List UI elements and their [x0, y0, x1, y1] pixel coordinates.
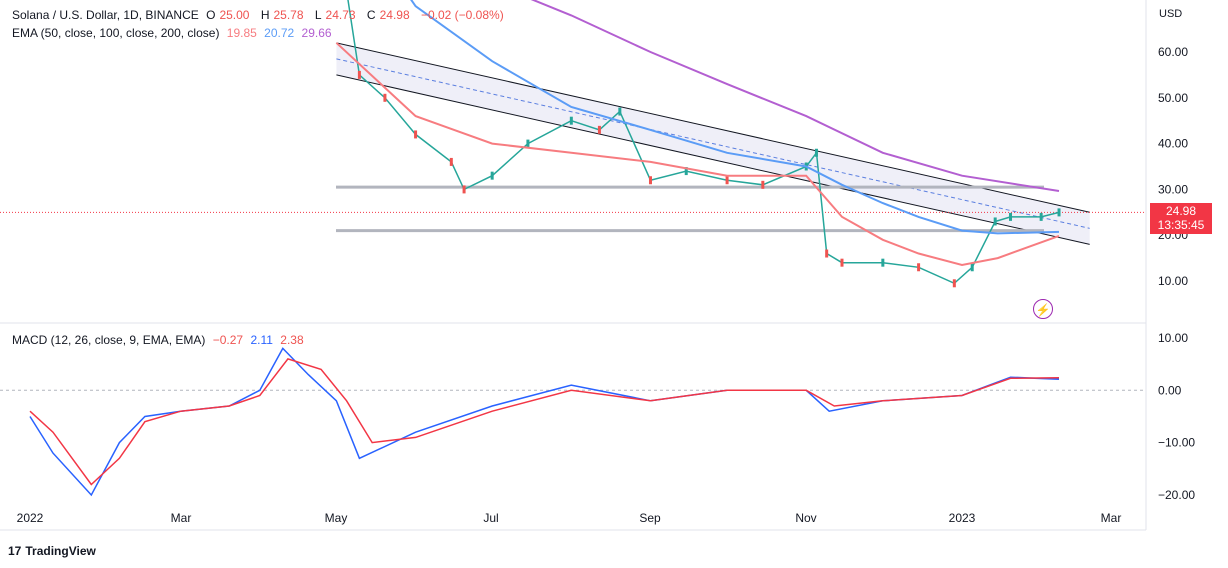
candle — [814, 148, 818, 157]
candle — [825, 249, 829, 258]
candle — [684, 167, 688, 176]
channel-upper-line — [336, 42, 1090, 213]
candle — [725, 176, 729, 185]
candle — [1009, 212, 1013, 221]
time-axis-tick: Jul — [483, 511, 498, 525]
ema100-value: 20.72 — [264, 26, 295, 40]
candle — [993, 217, 997, 226]
candle — [881, 258, 885, 267]
close-value: 24.98 — [379, 8, 410, 22]
candle — [648, 176, 652, 185]
macd-axis-tick: −10.00 — [1158, 436, 1195, 450]
price-axis-tick: 30.00 — [1158, 182, 1188, 196]
series-ema-200 — [530, 0, 1060, 192]
series-ema-50 — [335, 42, 1060, 267]
bar-countdown: 13:35:45 — [1157, 218, 1205, 232]
channel-mid-line — [336, 58, 1090, 229]
candle — [526, 139, 530, 148]
high-label: H — [260, 8, 270, 22]
macd-legend: MACD (12, 26, close, 9, EMA, EMA) −0.27 … — [12, 333, 308, 347]
tradingview-logo-mark: 17 — [8, 544, 22, 558]
candle — [1039, 212, 1043, 221]
tradingview-logo[interactable]: 17 TradingView — [8, 544, 96, 558]
low-value: 24.73 — [325, 8, 356, 22]
time-axis-tick: Nov — [795, 511, 816, 525]
candle — [490, 171, 494, 180]
macd-axis-tick: 0.00 — [1158, 383, 1182, 397]
tradingview-logo-text: TradingView — [25, 544, 96, 558]
channel-lower-line — [336, 74, 1090, 245]
symbol-title: Solana / U.S. Dollar, 1D, BINANCE — [12, 8, 199, 22]
high-value: 25.78 — [273, 8, 304, 22]
lightning-icon[interactable]: ⚡ — [1033, 299, 1053, 319]
time-axis-tick: May — [325, 511, 348, 525]
last-price-tag: 24.98 13:35:45 — [1150, 203, 1212, 234]
macd-label: MACD (12, 26, close, 9, EMA, EMA) — [12, 333, 206, 347]
candle — [569, 116, 573, 125]
candle — [597, 125, 601, 134]
last-price: 24.98 — [1165, 204, 1197, 218]
price-axis-tick: 60.00 — [1158, 45, 1188, 59]
candle — [449, 157, 453, 166]
macd-series-macd — [29, 347, 1060, 497]
candle — [1057, 208, 1061, 217]
open-value: 25.00 — [219, 8, 250, 22]
ema-legend: EMA (50, close, 100, close, 200, close) … — [12, 26, 336, 40]
candle — [761, 180, 765, 189]
ema-label: EMA (50, close, 100, close, 200, close) — [12, 26, 220, 40]
time-axis-tick: 2022 — [17, 511, 44, 525]
time-axis-tick: Mar — [1101, 511, 1122, 525]
candle — [952, 279, 956, 288]
macd-series-signal — [29, 358, 1060, 486]
candle — [357, 70, 361, 79]
macd-axis-tick: −20.00 — [1158, 488, 1195, 502]
macd-signal-value: 2.38 — [280, 333, 304, 347]
candle — [970, 263, 974, 272]
time-axis-tick: 2023 — [949, 511, 976, 525]
low-label: L — [314, 8, 322, 22]
ema50-value: 19.85 — [226, 26, 257, 40]
ema200-value: 29.66 — [301, 26, 332, 40]
symbol-legend: Solana / U.S. Dollar, 1D, BINANCE O 25.00… — [12, 8, 508, 22]
candle — [840, 258, 844, 267]
candle — [618, 107, 622, 116]
close-label: C — [366, 8, 376, 22]
time-axis-tick: Mar — [171, 511, 192, 525]
price-axis-tick: 10.00 — [1158, 274, 1188, 288]
macd-hist-value: −0.27 — [212, 333, 244, 347]
macd-line-value: 2.11 — [250, 333, 273, 347]
price-axis-tick: 40.00 — [1158, 137, 1188, 151]
macd-axis-tick: 10.00 — [1158, 331, 1188, 345]
candle — [383, 93, 387, 102]
change-value: −0.02 (−0.08%) — [420, 8, 504, 22]
time-axis-tick: Sep — [639, 511, 661, 525]
series-ema-100 — [410, 0, 1060, 235]
candle — [462, 185, 466, 194]
price-axis-tick: 50.00 — [1158, 91, 1188, 105]
open-label: O — [206, 8, 216, 22]
candle — [917, 263, 921, 272]
currency-label: USD — [1159, 8, 1183, 20]
candle — [414, 130, 418, 139]
